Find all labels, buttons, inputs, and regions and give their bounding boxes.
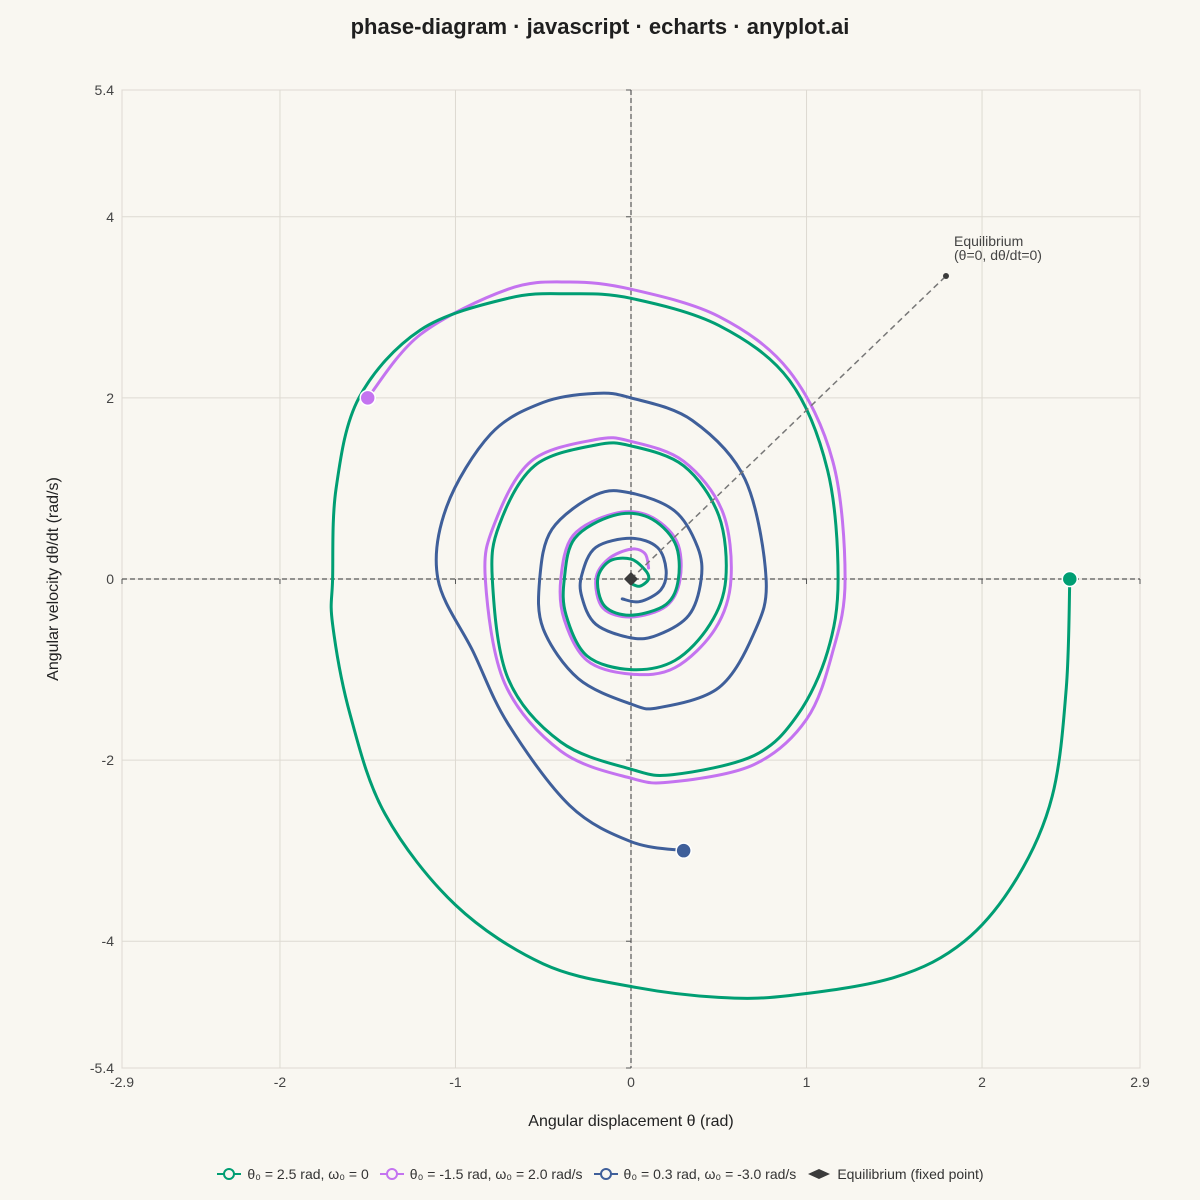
equilibrium-annotation-dot [943, 273, 949, 279]
initial-point-2 [359, 389, 376, 407]
x-tick-label: -2 [274, 1074, 287, 1090]
x-tick-label: 0 [627, 1074, 635, 1090]
y-tick-label: -4 [102, 933, 115, 949]
x-tick-label: 1 [803, 1074, 811, 1090]
x-tick-label: 2.9 [1130, 1074, 1150, 1090]
legend-label: θ₀ = 0.3 rad, ω₀ = -3.0 rad/s [623, 1166, 797, 1182]
legend-line-icon [217, 1168, 242, 1180]
equilibrium-annotation-line [630, 275, 947, 580]
initial-point-1 [1061, 570, 1079, 588]
initial-point-3 [675, 842, 692, 859]
y-tick-label: 0 [106, 571, 114, 587]
y-axis-label: Angular velocity dθ/dt (rad/s) [45, 477, 62, 681]
legend-item-4[interactable]: Equilibrium (fixed point) [806, 1166, 984, 1182]
trajectory-line-1 [329, 292, 1072, 1000]
equilibrium-annotation-title: Equilibrium [954, 233, 1023, 249]
x-tick-label: -1 [449, 1074, 462, 1090]
legend-item-2[interactable]: θ₀ = -1.5 rad, ω₀ = 2.0 rad/s [379, 1166, 583, 1182]
legend-label: θ₀ = -1.5 rad, ω₀ = 2.0 rad/s [409, 1166, 583, 1182]
equilibrium-marker [624, 572, 638, 586]
x-tick-label: 2 [978, 1074, 986, 1090]
y-tick-label: 4 [106, 209, 114, 225]
x-tick-label: -2.9 [110, 1074, 134, 1090]
legend-item-1[interactable]: θ₀ = 2.5 rad, ω₀ = 0 [216, 1166, 369, 1182]
legend-item-3[interactable]: θ₀ = 0.3 rad, ω₀ = -3.0 rad/s [593, 1166, 797, 1182]
legend-label: θ₀ = 2.5 rad, ω₀ = 0 [247, 1166, 369, 1182]
trajectory-line-3 [434, 391, 768, 853]
chart-title: phase-diagram · javascript · echarts · a… [350, 14, 850, 39]
legend: θ₀ = 2.5 rad, ω₀ = 0 θ₀ = -1.5 rad, ω₀ = … [0, 1166, 1200, 1182]
y-tick-label: -5.4 [90, 1060, 114, 1076]
legend-line-icon [593, 1168, 618, 1180]
equilibrium-annotation-coords: (θ=0, dθ/dt=0) [954, 247, 1042, 263]
y-tick-label: -2 [102, 752, 115, 768]
y-tick-label: 5.4 [95, 82, 115, 98]
legend-label: Equilibrium (fixed point) [837, 1166, 984, 1182]
legend-line-icon [379, 1168, 404, 1180]
legend-diamond-icon [808, 1169, 831, 1179]
y-tick-label: 2 [106, 390, 114, 406]
x-axis-label: Angular displacement θ (rad) [528, 1113, 733, 1130]
